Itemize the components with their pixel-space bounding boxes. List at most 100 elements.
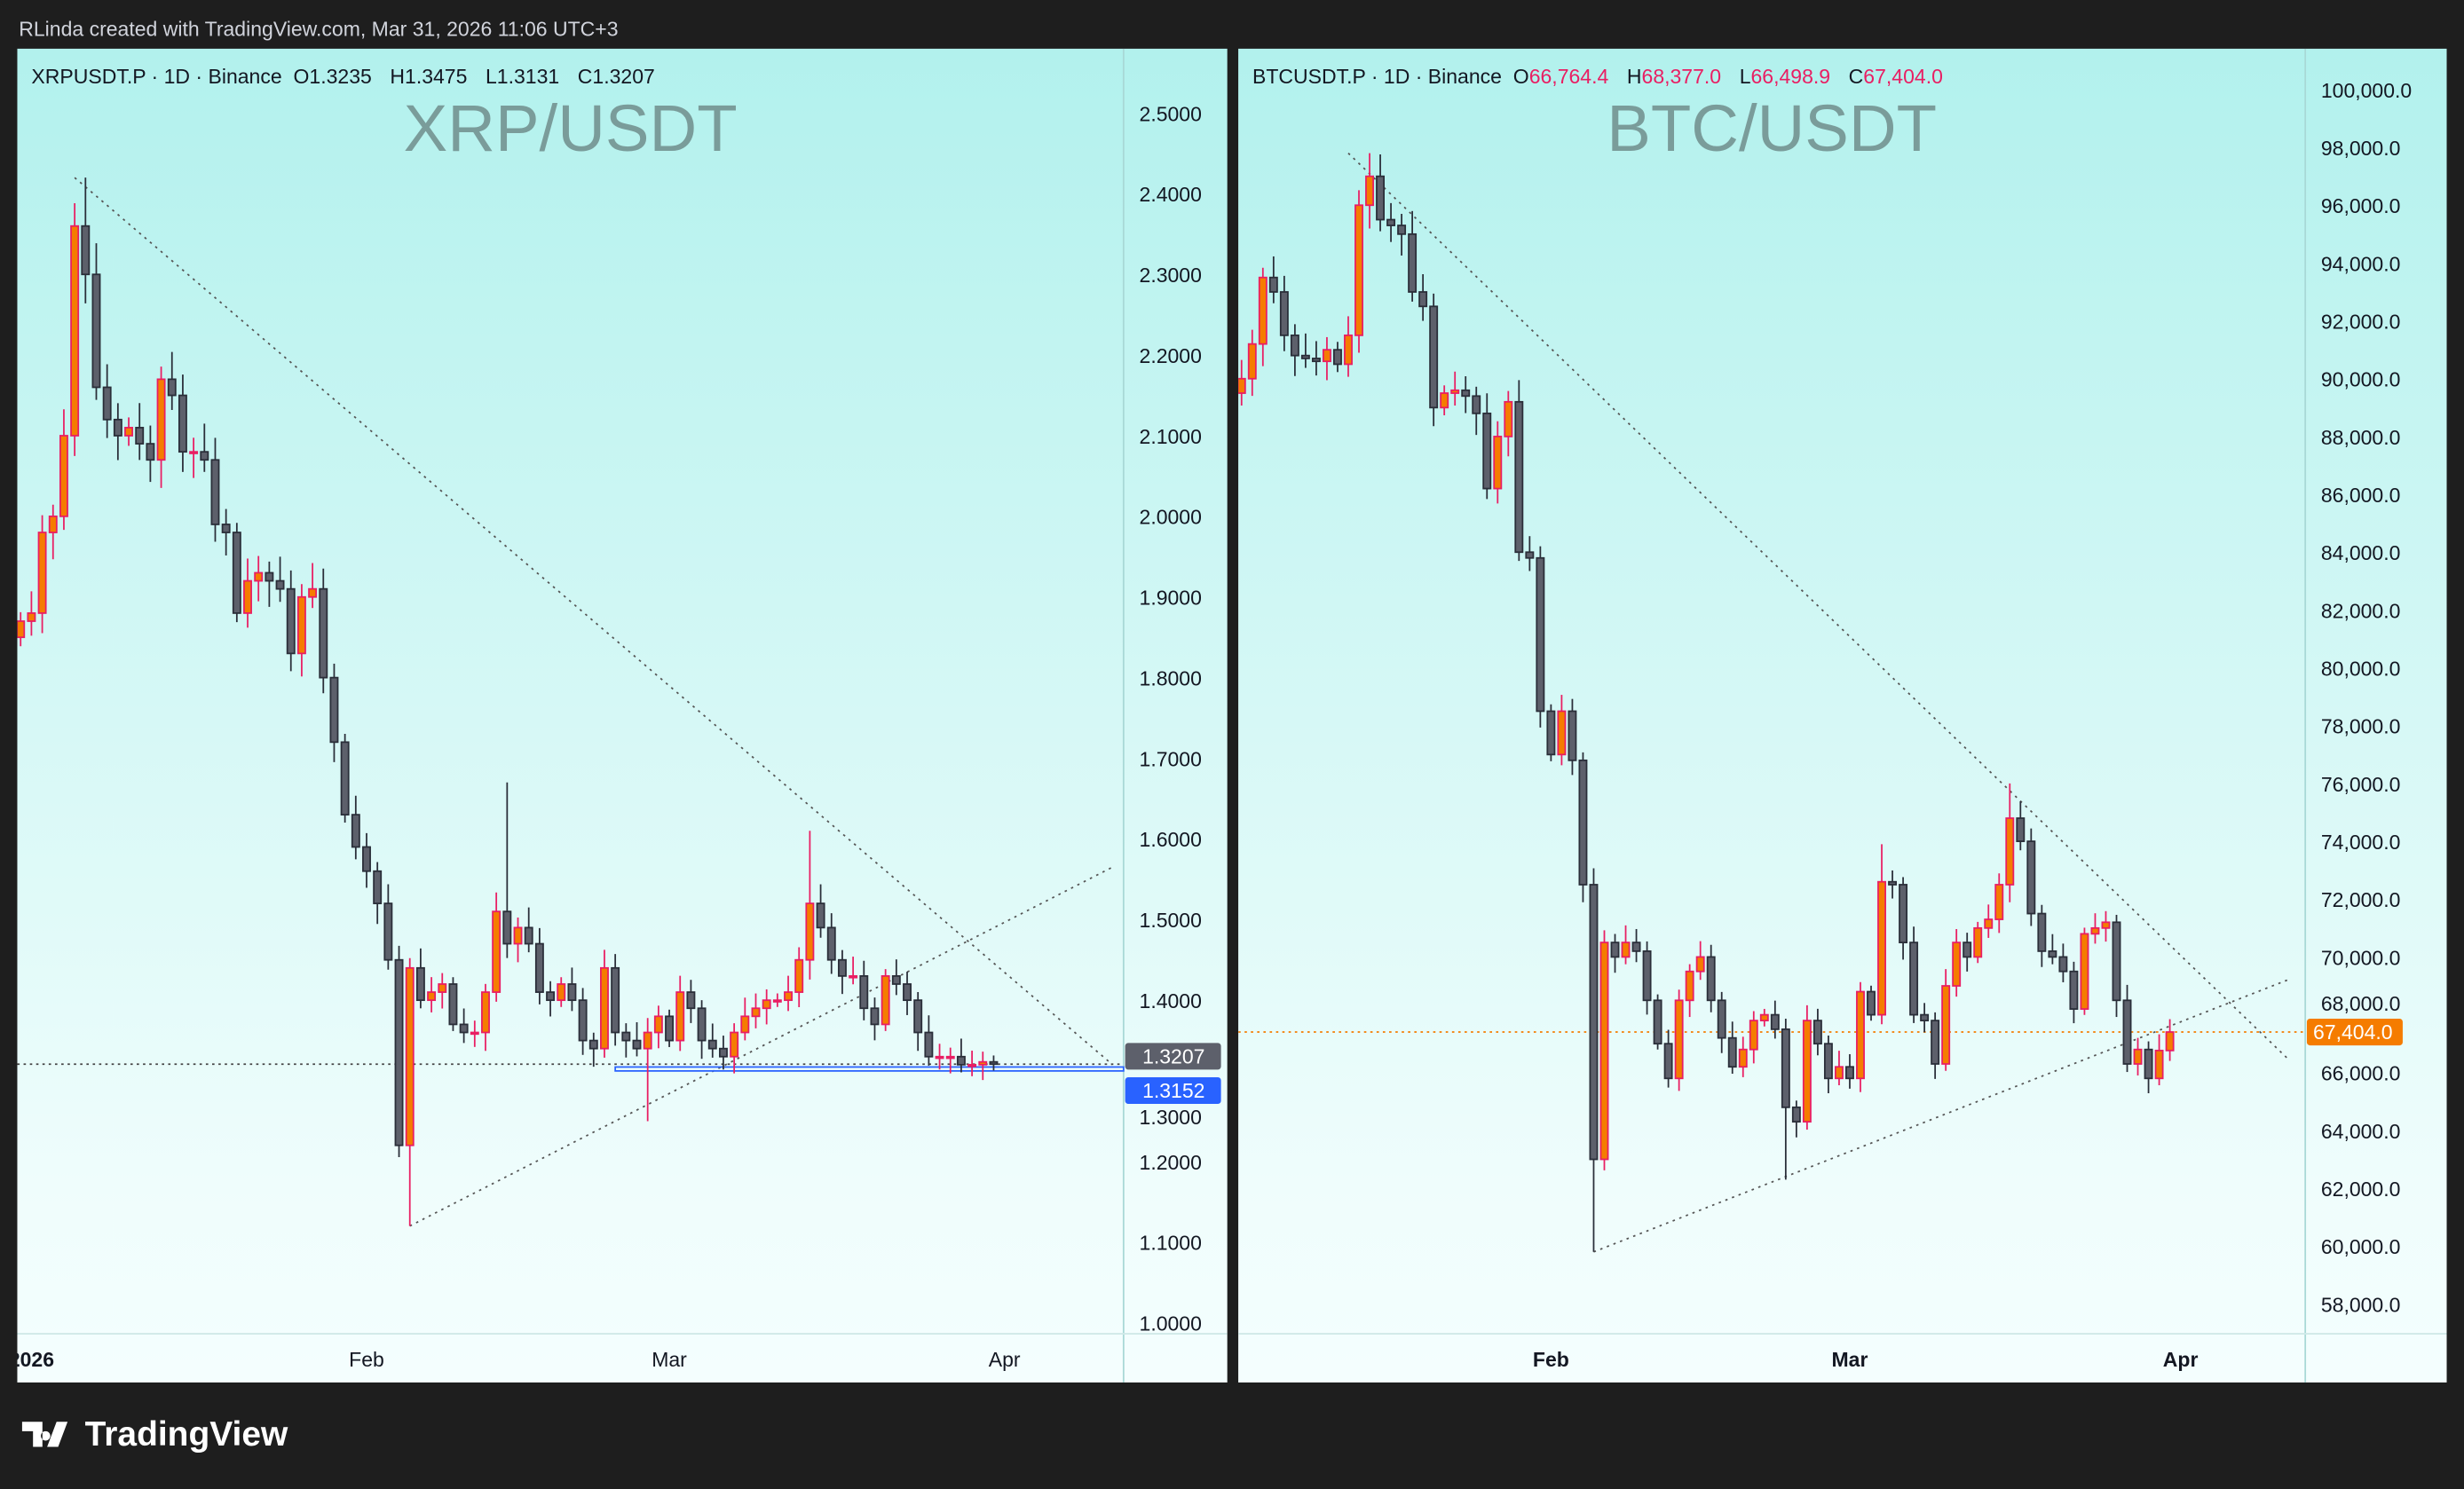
candle-body	[1376, 175, 1386, 221]
candle-down	[167, 351, 177, 410]
candle-down	[135, 403, 145, 461]
candle-body	[1770, 1013, 1780, 1030]
last-price-label: 67,404.0	[2313, 1020, 2393, 1044]
candle-up	[881, 969, 890, 1031]
candle-body	[740, 1015, 750, 1034]
credit-text: RLinda created with TradingView.com, Mar…	[19, 17, 619, 42]
price-tick-label: 84,000.0	[2321, 541, 2401, 564]
candle-down	[91, 243, 101, 400]
candle-up	[1759, 1008, 1769, 1027]
candle-down	[903, 972, 912, 1015]
price-tick-label: 2.2000	[1140, 344, 1202, 367]
candle-down	[459, 1008, 469, 1044]
candle-down	[1717, 991, 1726, 1053]
candle-body	[557, 983, 566, 1002]
candle-body	[903, 983, 912, 1002]
xrp-chart[interactable]: 2.5000 2.4000 2.3000 2.2000 2.1000 2.0000 1.90…	[17, 48, 1228, 1383]
price-tick-label: 80,000.0	[2321, 657, 2401, 680]
btc-chart-panel[interactable]: 100,000.0 98,000.0 96,000.0 94,000.0 92,000.…	[1238, 48, 2447, 1383]
candle-up	[1941, 969, 1951, 1071]
price-tick-label: 58,000.0	[2321, 1293, 2401, 1316]
candle-down	[1791, 1100, 1801, 1138]
candle-body	[1867, 990, 1876, 1016]
candle-down	[2058, 943, 2068, 982]
candle-down	[2112, 914, 2121, 1018]
xrp-chart-panel[interactable]: 2.5000 2.4000 2.3000 2.2000 2.1000 2.0000 1.90…	[17, 48, 1228, 1383]
candle-down	[178, 374, 187, 472]
candle-body	[1759, 1013, 1769, 1021]
candle-down	[826, 913, 836, 974]
candle-up	[243, 558, 252, 628]
price-tick-label: 2.5000	[1140, 102, 1202, 125]
candle-down	[567, 967, 577, 1012]
candle-body	[1290, 334, 1299, 357]
candle-body	[1482, 412, 1492, 490]
candle-up	[427, 977, 437, 1012]
candle-body	[221, 524, 231, 533]
candle-body	[686, 991, 696, 1010]
candle-up	[1856, 981, 1865, 1092]
candle-down	[1536, 546, 1545, 728]
price-tick-label: 100,000.0	[2321, 79, 2412, 102]
price-tick-label: 86,000.0	[2321, 484, 2401, 507]
candle-body	[405, 966, 415, 1146]
candle-body	[870, 1007, 880, 1026]
price-tick-label: 74,000.0	[2321, 831, 2401, 854]
candle-body	[1536, 556, 1545, 713]
candle-body	[1941, 985, 1951, 1065]
candle-body	[1557, 710, 1567, 756]
candle-body	[2090, 926, 2100, 935]
candle-body	[1695, 956, 1705, 973]
candle-up	[557, 977, 566, 1007]
candle-up	[1877, 844, 1886, 1025]
candle-body	[254, 571, 264, 582]
candle-body	[653, 1015, 663, 1034]
candle-body	[1994, 884, 2004, 920]
candle-up	[1504, 390, 1513, 457]
candle-body	[675, 991, 685, 1042]
candle-body	[1311, 358, 1321, 363]
candle-up	[1247, 329, 1257, 397]
candle-up	[945, 1047, 955, 1074]
brand-name: TradingView	[84, 1414, 288, 1454]
low-value: 1.3131	[496, 64, 560, 89]
candle-body	[286, 587, 296, 655]
candle-body	[1749, 1020, 1758, 1051]
candle-body	[459, 1023, 469, 1034]
candle-down	[200, 423, 209, 472]
candle-body	[1429, 305, 1439, 409]
candle-down	[146, 425, 155, 483]
candle-down	[859, 960, 869, 1020]
candle-up	[1749, 1011, 1758, 1064]
candle-body	[37, 532, 47, 614]
close-label: C	[1848, 64, 1864, 89]
candle-body	[48, 515, 58, 533]
candle-up	[762, 989, 771, 1025]
candle-body	[751, 1007, 761, 1018]
price-tick-label: 76,000.0	[2321, 773, 2401, 796]
candle-down	[665, 1009, 675, 1047]
price-tick-label: 1.3000	[1140, 1106, 1202, 1129]
candle-body	[1685, 970, 1694, 1002]
candle-body	[2080, 933, 2089, 1010]
candle-down	[1610, 934, 1620, 973]
candle-down	[1397, 214, 1407, 256]
candle-body	[2165, 1031, 2175, 1052]
candle-body	[826, 926, 836, 961]
candle-body	[524, 926, 533, 945]
candle-down	[2048, 934, 2057, 965]
price-tick-label: 64,000.0	[2321, 1120, 2401, 1143]
candle-down	[913, 991, 923, 1052]
candle-down	[286, 570, 296, 672]
candle-body	[1247, 343, 1257, 380]
trendline	[409, 866, 1113, 1227]
btc-chart[interactable]: 100,000.0 98,000.0 96,000.0 94,000.0 92,000.…	[1238, 48, 2447, 1383]
price-tick-label: 88,000.0	[2321, 426, 2401, 449]
tradingview-footer[interactable]: TradingView	[21, 1414, 288, 1454]
candle-down	[924, 1015, 934, 1066]
candle-up	[935, 1044, 944, 1070]
candle-up	[967, 1051, 977, 1076]
candle-down	[351, 795, 360, 860]
high-label: H	[1626, 64, 1642, 89]
